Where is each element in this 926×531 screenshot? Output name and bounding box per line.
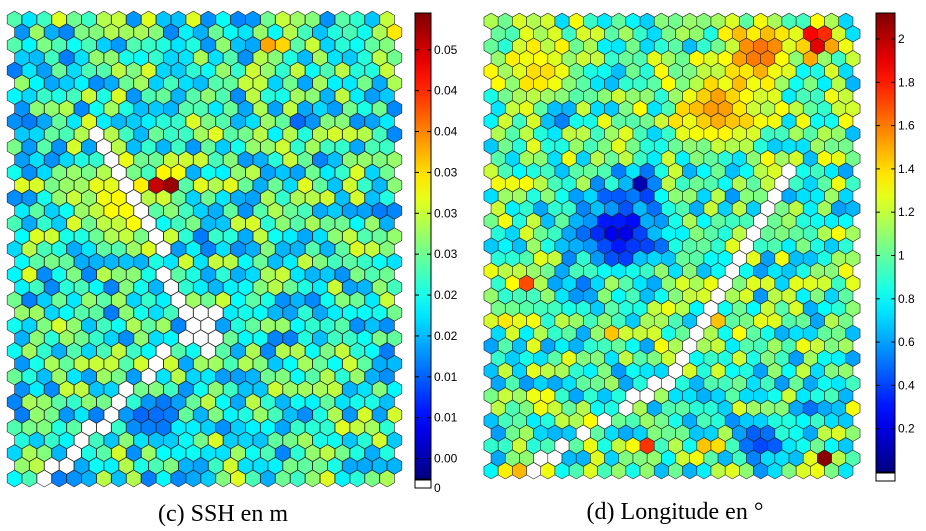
hex-cell [230, 469, 246, 488]
hex-cell [96, 469, 112, 488]
hex-cell [51, 469, 67, 488]
colorbar-tick-label: 0.8 [898, 292, 915, 306]
hex-cell [319, 469, 336, 488]
colorbar-tick-label: 1.8 [898, 75, 915, 89]
caption-ssh: (c) SSH en m [158, 501, 288, 527]
hex-cell [36, 469, 52, 488]
colorbar-tick-label: 0.01 [434, 411, 458, 425]
hex-cell [200, 469, 216, 488]
hex-cell [349, 469, 365, 488]
colorbar-tick-label: 0.04 [434, 84, 458, 98]
colorbar-tick-label: 0.2 [898, 422, 915, 436]
hex-cell [364, 469, 380, 488]
hex-cell [334, 469, 350, 488]
caption-longitude: (d) Longitude en ° [587, 499, 764, 525]
colorbar-gradient [875, 12, 896, 473]
colorbar-empty-swatch [414, 479, 432, 489]
colorbar-tick-label: 0.6 [898, 335, 915, 349]
colorbar-tick-label: 0.03 [434, 206, 458, 220]
hex-cell [304, 469, 321, 488]
colorbar-empty-swatch [875, 472, 896, 482]
hex-cell [838, 462, 854, 480]
colorbar-tick-label: 0.03 [434, 247, 458, 261]
hex-cell [155, 469, 172, 488]
hex-cell [141, 469, 157, 488]
colorbar-tick-label: 1.4 [898, 162, 915, 176]
hex-cell [215, 469, 231, 488]
colorbar-gradient [414, 12, 432, 480]
hex-cell [66, 469, 82, 488]
hex-cell [275, 469, 291, 488]
colorbar-tick-label: 1.6 [898, 119, 915, 133]
hex-cell [290, 469, 306, 488]
hex-grid [6, 10, 403, 488]
hex-grid [483, 12, 861, 480]
hex-cell [111, 469, 127, 488]
hex-cell [245, 469, 261, 488]
colorbar-tick-label: 1 [898, 248, 905, 262]
colorbar: 0.05 0.04 0.04 0.03 0.03 0.03 0.02 0.02 0.01 0.01… [414, 12, 458, 495]
hex-cell [81, 469, 97, 488]
colorbar: 2 1.8 1.6 1.4 1.2 1 0.8 0.6 0.4 0.2 [875, 12, 915, 482]
colorbar-tick-label: 0.05 [434, 43, 458, 57]
hex-cell [379, 469, 395, 488]
colorbar-tick-label: 1.2 [898, 205, 915, 219]
hex-cell [6, 469, 23, 488]
longitude-panel: 2 1.8 1.6 1.4 1.2 1 0.8 0.6 0.4 0.2 [483, 12, 915, 482]
hex-cell [260, 469, 276, 488]
colorbar-tick-label: 0 [434, 481, 441, 495]
colorbar-tick-label: 0.02 [434, 329, 458, 343]
ssh-panel: 0.05 0.04 0.04 0.03 0.03 0.03 0.02 0.02 0.01 0.01… [6, 10, 458, 495]
colorbar-tick-label: 0.03 [434, 165, 458, 179]
hex-cell [21, 469, 37, 488]
colorbar-tick-label: 0.01 [434, 370, 458, 384]
colorbar-tick-label: 0.02 [434, 288, 458, 302]
hex-cell [170, 469, 186, 488]
hex-cell [126, 469, 142, 488]
colorbar-tick-label: 0.4 [898, 378, 915, 392]
colorbar-tick-label: 0.00 [434, 452, 458, 466]
colorbar-tick-label: 2 [898, 32, 905, 46]
hex-cell [185, 469, 201, 488]
colorbar-tick-label: 0.04 [434, 125, 458, 139]
